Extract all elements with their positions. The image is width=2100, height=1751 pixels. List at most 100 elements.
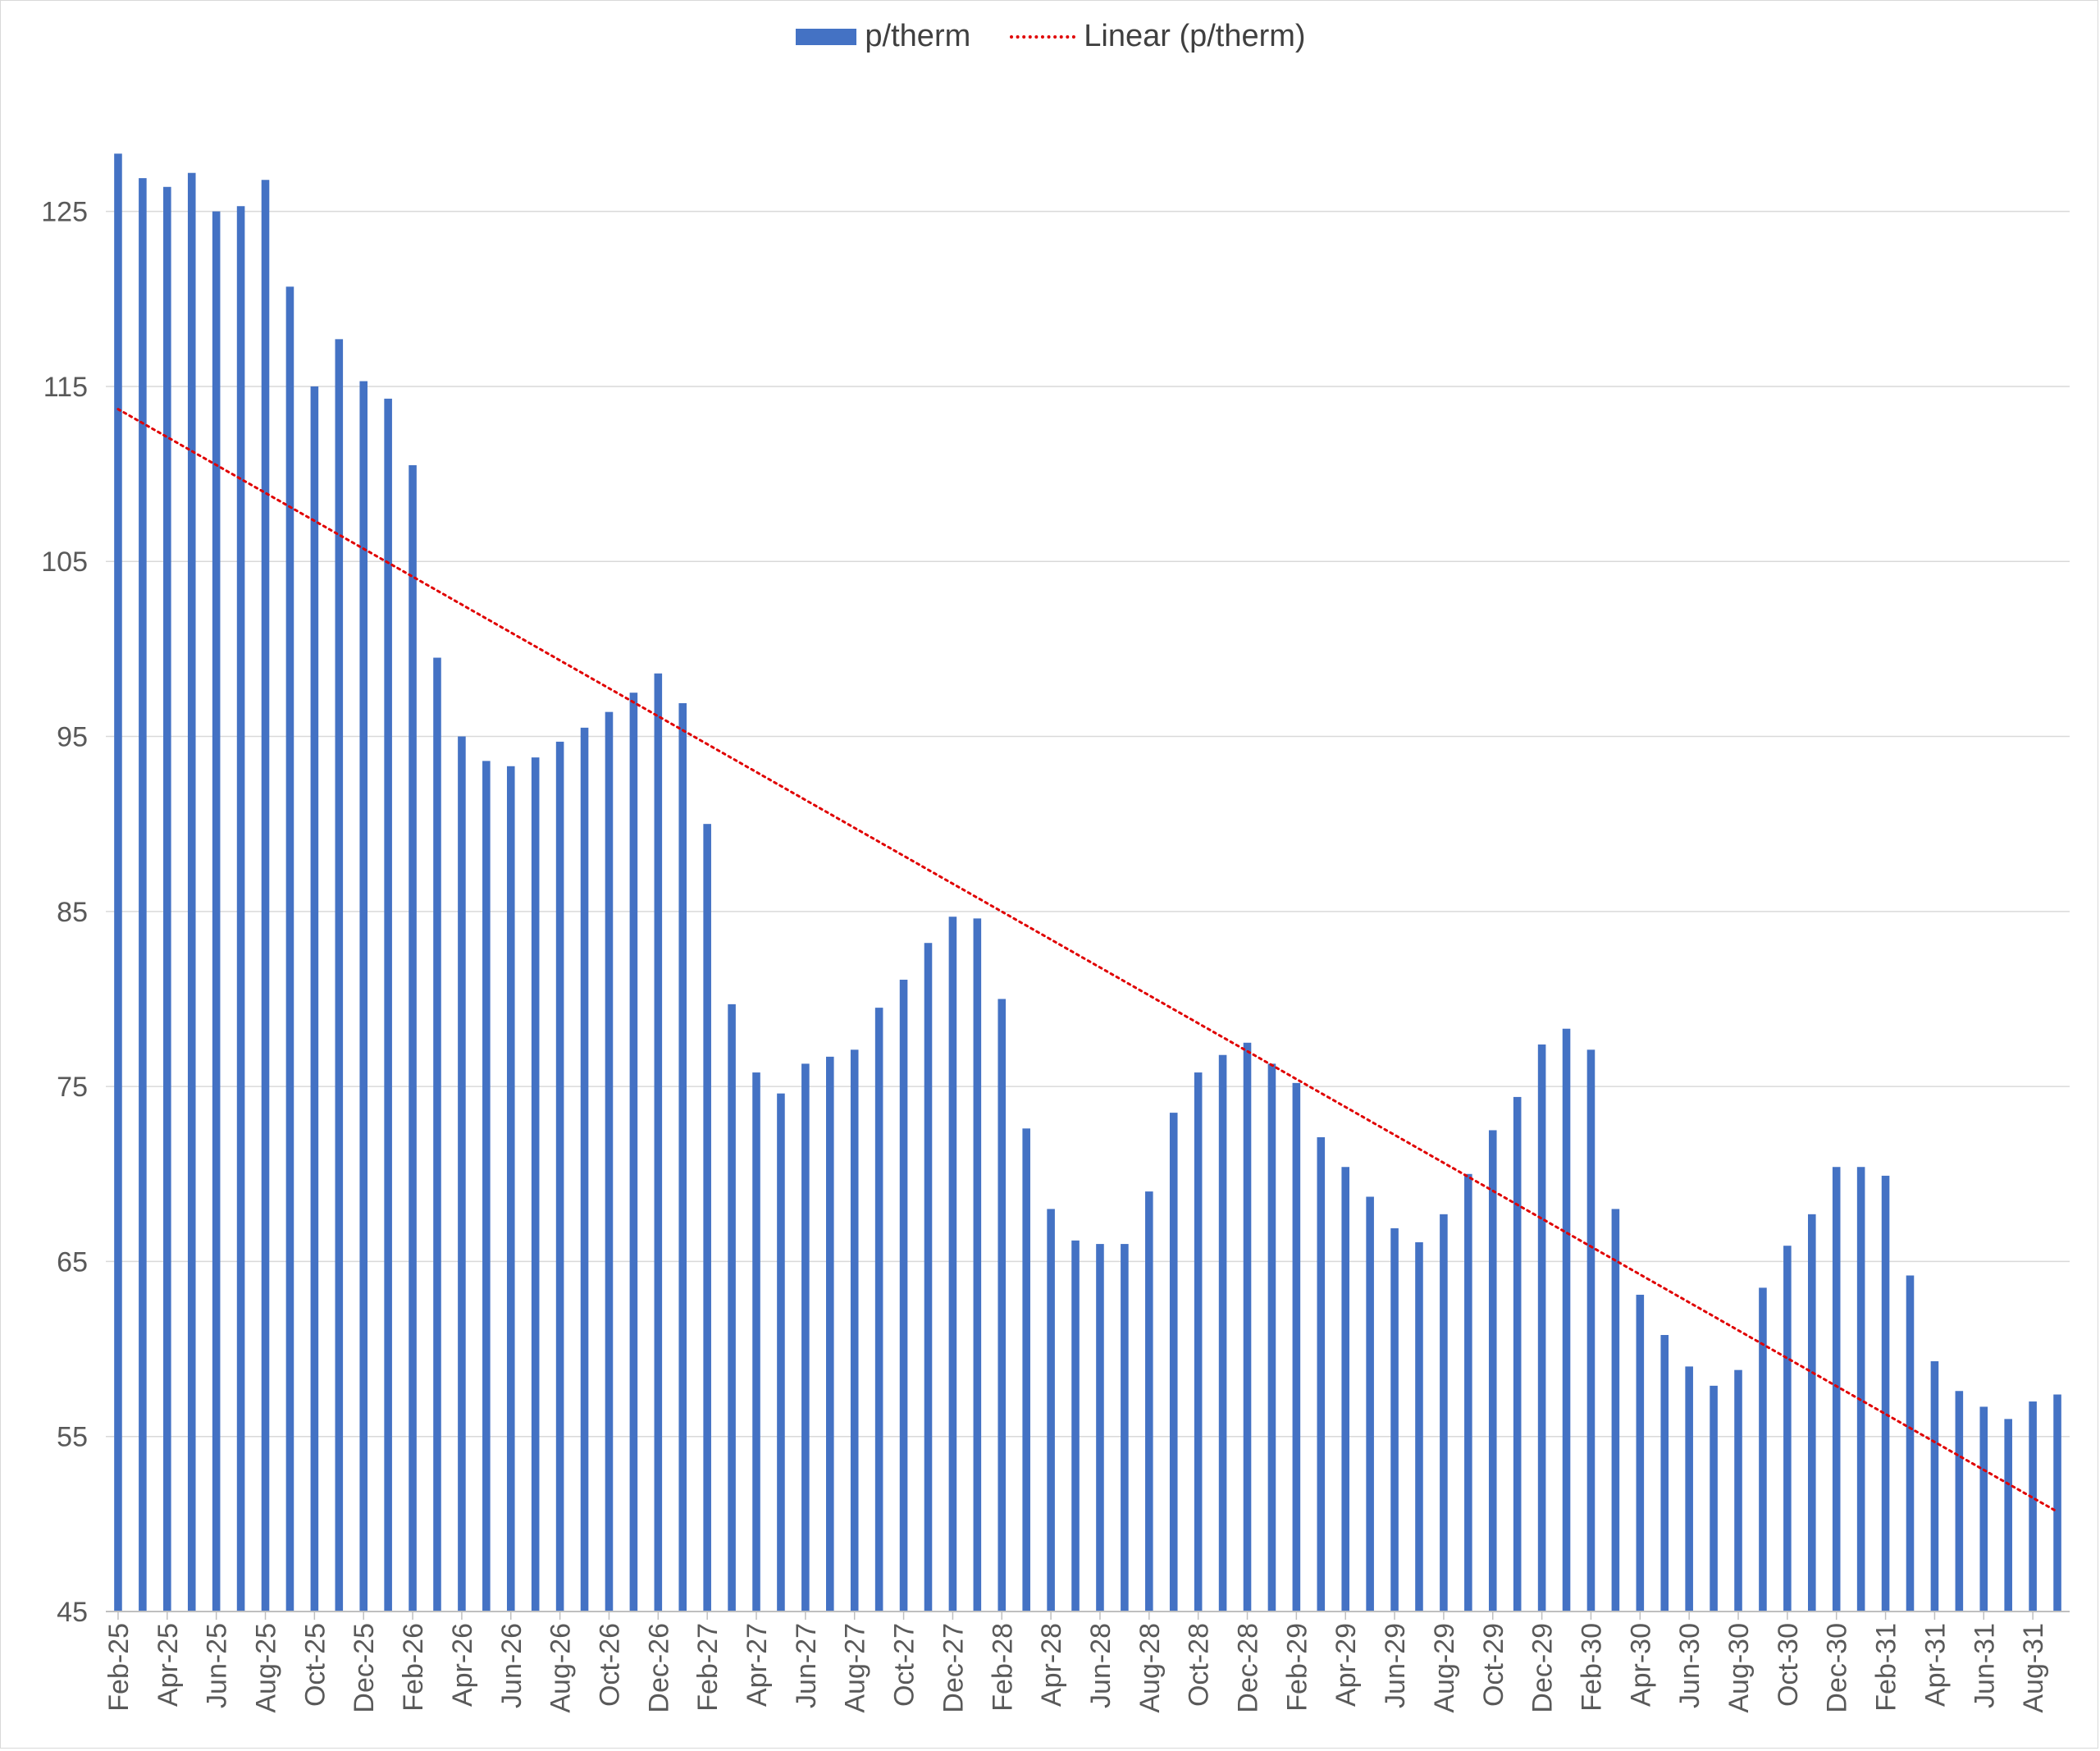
bar [924,943,933,1612]
bar [1022,1128,1030,1612]
bar [1194,1072,1203,1612]
bar [555,741,564,1612]
legend-item-trendline: Linear (p/therm) [1010,19,1306,54]
bar [1317,1136,1326,1612]
bar [2004,1419,2012,1612]
x-tick-label: Aug-28 [1134,1623,1166,1713]
x-tick-label: Jun-30 [1674,1623,1705,1708]
bar [1881,1175,1890,1612]
bar [1759,1287,1767,1612]
bar [236,206,245,1612]
bar [2053,1394,2061,1612]
legend-trendline-swatch [1010,34,1076,39]
bar [752,1072,760,1612]
bar [1611,1209,1620,1612]
bar [1145,1191,1153,1612]
x-tick-label: Oct-25 [299,1623,331,1707]
bar [1537,1044,1546,1612]
legend-trendline-label: Linear (p/therm) [1084,19,1306,53]
x-tick-label: Feb-25 [103,1623,135,1712]
bar [335,339,344,1612]
x-tick-label: Jun-27 [791,1623,822,1708]
y-tick-label: 75 [57,1072,88,1103]
legend: p/therm Linear (p/therm) [1,19,2100,54]
bar [506,766,515,1612]
legend-item-bar: p/therm [796,19,970,54]
bar [187,172,196,1612]
bar [458,736,466,1612]
x-tick-label: Apr-25 [153,1623,184,1707]
x-tick-label: Jun-29 [1380,1623,1411,1708]
x-tick-label: Oct-27 [889,1623,920,1707]
bar [1366,1196,1374,1612]
bar [1488,1130,1497,1612]
x-tick-label: Aug-25 [251,1623,282,1713]
bar [1292,1082,1301,1612]
gridlines [106,210,2070,1438]
bar [1856,1167,1865,1612]
bar [1636,1294,1645,1612]
bar [874,1008,883,1612]
x-tick-label: Aug-30 [1723,1623,1755,1713]
bar [1341,1167,1350,1612]
x-tick-label: Apr-30 [1625,1623,1656,1707]
x-tick-label: Dec-25 [349,1623,380,1713]
y-tick-label: 55 [57,1422,88,1453]
x-tick-label: Jun-25 [202,1623,233,1708]
x-tick-label: Dec-29 [1527,1623,1559,1713]
bar [1734,1369,1742,1612]
x-tick-label: Dec-26 [643,1623,674,1713]
bar [1096,1244,1104,1612]
bar [1047,1209,1055,1612]
x-tick-label: Dec-28 [1233,1623,1264,1713]
bar [948,917,957,1612]
bar [212,211,221,1612]
bar [1218,1054,1227,1612]
y-tick-label: 115 [43,372,88,403]
bar [654,673,663,1612]
bar [384,398,392,1612]
bar [1586,1049,1596,1612]
x-tick-label: Apr-27 [742,1623,773,1707]
x-tick-label: Feb-26 [398,1623,429,1712]
y-tick-label: 45 [57,1597,88,1628]
x-tick-label: Jun-26 [496,1623,527,1708]
bar [1955,1391,1964,1612]
bar [678,703,687,1612]
y-tick-label: 95 [57,722,88,753]
bar [1390,1228,1399,1612]
bar [899,980,908,1612]
y-tick-label: 125 [41,197,88,228]
bar [1783,1246,1792,1612]
bar [2029,1401,2037,1612]
bar [163,186,171,1612]
bar [1832,1167,1841,1612]
bar [629,693,638,1612]
bar [1243,1042,1252,1612]
bar [1906,1275,1915,1612]
bar [1169,1113,1178,1612]
x-tick-label: Oct-29 [1478,1623,1509,1707]
x-tick-label: Apr-31 [1920,1623,1951,1707]
bar [433,657,441,1612]
bar [777,1093,785,1612]
x-tick-label: Jun-28 [1085,1623,1116,1708]
bar [973,918,982,1612]
x-tick-label: Aug-26 [546,1623,577,1713]
bar [1267,1063,1276,1612]
bar [1464,1173,1472,1612]
x-tick-label: Aug-29 [1429,1623,1460,1713]
trendline-layer [116,408,2059,1513]
x-tick-label: Aug-27 [840,1623,871,1713]
bar [728,1004,736,1612]
bar [1415,1241,1423,1612]
bar [703,824,711,1612]
bar [1685,1366,1693,1612]
bar [998,999,1007,1612]
bar [1121,1244,1129,1612]
x-tick-label: Dec-30 [1822,1623,1853,1713]
x-tick-label: Aug-31 [2018,1623,2049,1713]
bar [1071,1240,1080,1612]
